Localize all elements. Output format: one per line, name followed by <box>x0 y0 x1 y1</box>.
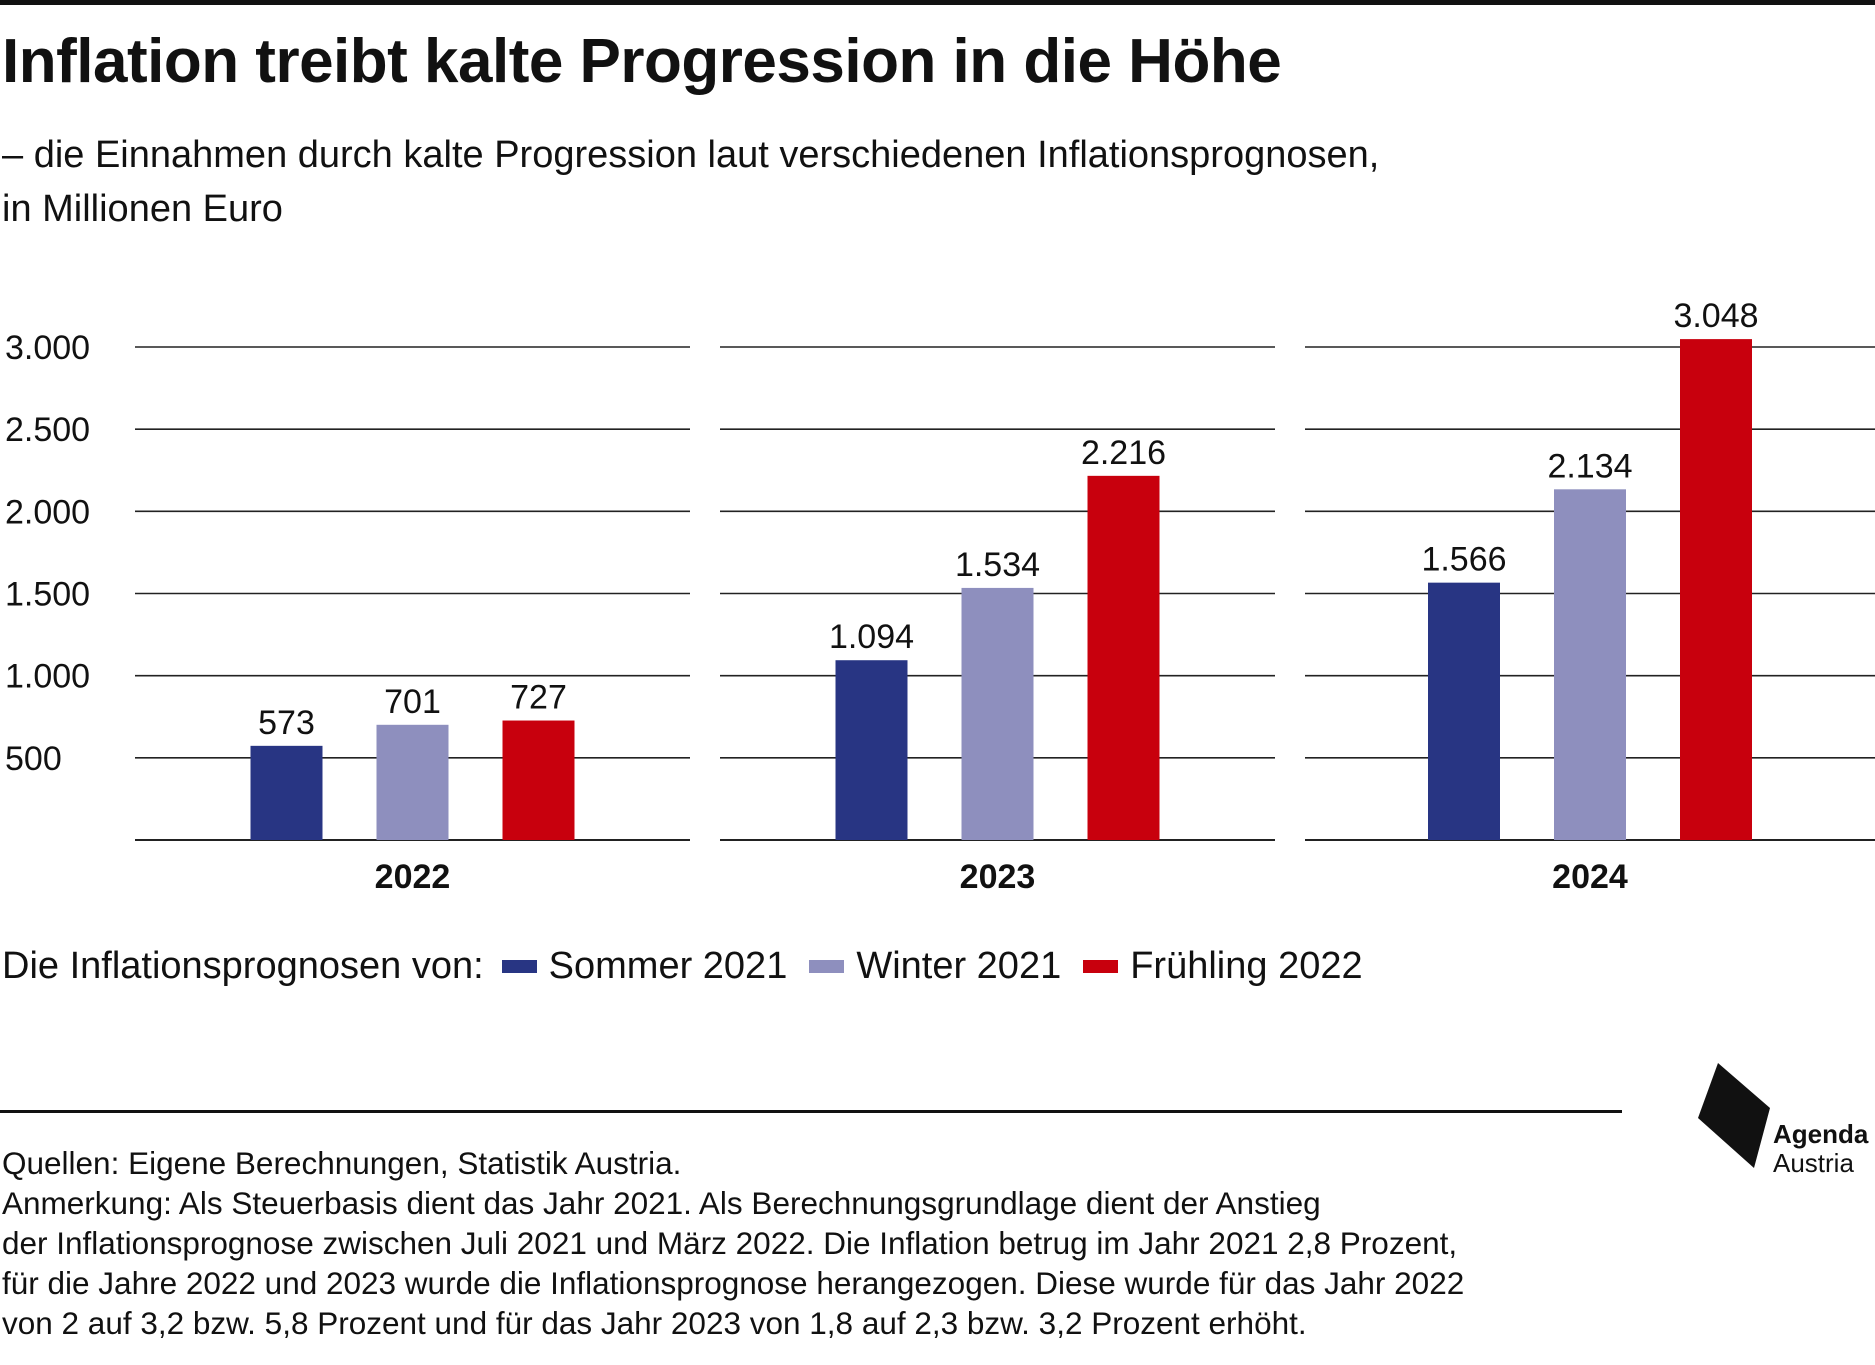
y-tick-label: 2.000 <box>5 493 90 531</box>
data-label: 2.134 <box>1547 447 1632 485</box>
logo-text: Agenda Austria <box>1773 1120 1868 1178</box>
y-tick-label: 2.500 <box>5 411 90 449</box>
subtitle-line-1: – die Einnahmen durch kalte Progression … <box>2 134 1380 176</box>
bar-2022-sommer-2021 <box>250 745 323 840</box>
bar-2023-sommer-2021 <box>835 660 908 840</box>
x-category-label: 2024 <box>1552 858 1628 896</box>
chart-subtitle: – die Einnahmen durch kalte Progression … <box>2 128 1379 236</box>
bar-2022-winter-2021 <box>376 724 449 840</box>
y-tick-label: 1.000 <box>5 658 90 696</box>
bar-2024-sommer-2021 <box>1428 582 1500 840</box>
data-label: 3.048 <box>1673 297 1758 335</box>
legend-text-sommer-2021: Sommer 2021 <box>548 945 788 987</box>
logo-line-2: Austria <box>1773 1148 1854 1178</box>
note-line-4: von 2 auf 3,2 bzw. 5,8 Prozent und für d… <box>2 1305 1307 1341</box>
legend-swatch-sommer-2021 <box>501 960 537 973</box>
footer-notes: Quellen: Eigene Berechnungen, Statistik … <box>2 1143 1862 1343</box>
logo-line-1: Agenda <box>1773 1119 1869 1149</box>
y-tick-label: 1.500 <box>5 576 90 614</box>
y-tick-label: 500 <box>5 740 62 778</box>
data-label: 701 <box>384 683 441 721</box>
chart-title: Inflation treibt kalte Progression in di… <box>2 27 1282 96</box>
data-label: 2.216 <box>1081 434 1166 472</box>
data-label: 1.566 <box>1421 541 1506 579</box>
legend-swatch-fruehling-2022 <box>1083 960 1119 973</box>
legend-item-fruehling-2022: Frühling 2022 <box>1083 945 1363 988</box>
bar-2024-winter-2021 <box>1554 489 1626 840</box>
data-label: 1.094 <box>829 618 914 656</box>
x-category-label: 2023 <box>960 858 1036 896</box>
subtitle-line-2: in Millionen Euro <box>2 188 283 230</box>
note-line-2: der Inflationsprognose zwischen Juli 202… <box>2 1225 1458 1261</box>
y-tick-label: 3.000 <box>5 329 90 367</box>
legend-text-fruehling-2022: Frühling 2022 <box>1130 945 1363 987</box>
legend-swatch-winter-2021 <box>809 960 845 973</box>
top-rule <box>0 0 1875 5</box>
footer-rule <box>0 1110 1622 1113</box>
data-label: 727 <box>510 679 567 717</box>
data-label: 573 <box>258 704 315 742</box>
bar-2023-winter-2021 <box>961 587 1034 840</box>
note-line-1: Anmerkung: Als Steuerbasis dient das Jah… <box>2 1185 1321 1221</box>
legend-item-sommer-2021: Sommer 2021 <box>501 945 788 988</box>
legend-text-winter-2021: Winter 2021 <box>856 945 1062 987</box>
bar-chart: 500 1.000 1.500 2.000 2.500 3.000 573 701 727 202… <box>5 297 1875 896</box>
sources-text: Quellen: Eigene Berechnungen, Statistik … <box>2 1145 682 1181</box>
bar-2022-frühling-2022 <box>502 720 575 840</box>
data-label: 1.534 <box>955 546 1040 584</box>
legend-label: Die Inflationsprognosen von: <box>2 945 484 987</box>
legend: Die Inflationsprognosen von: Sommer 2021… <box>2 945 1385 988</box>
agenda-austria-logo-icon <box>1698 1063 1770 1168</box>
bar-2023-frühling-2022 <box>1087 475 1160 840</box>
note-line-3: für die Jahre 2022 und 2023 wurde die In… <box>2 1265 1465 1301</box>
legend-item-winter-2021: Winter 2021 <box>809 945 1061 988</box>
bar-2024-frühling-2022 <box>1680 339 1752 840</box>
x-category-label: 2022 <box>375 858 451 896</box>
